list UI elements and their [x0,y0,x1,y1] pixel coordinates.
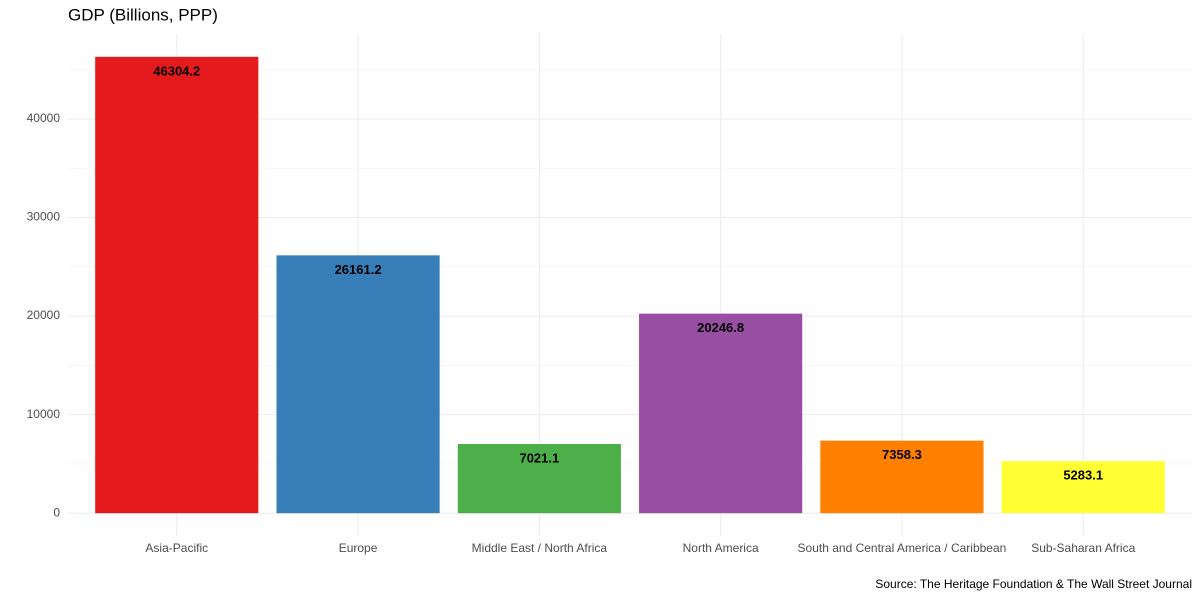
y-tick-label: 20000 [27,308,61,322]
bar [457,443,621,514]
caption: Source: The Heritage Foundation & The Wa… [875,577,1192,591]
x-tick-label: North America [683,541,759,555]
data-label: 26161.2 [335,262,382,277]
data-label: 7021.1 [519,450,559,465]
x-tick-label: Sub-Saharan Africa [1031,541,1135,555]
data-label: 20246.8 [697,320,744,335]
data-label: 5283.1 [1063,468,1103,483]
bar [95,56,259,514]
chart-title: GDP (Billions, PPP) [68,5,218,24]
y-tick-label: 40000 [27,111,61,125]
bar [276,255,440,514]
y-tick-label: 0 [53,505,60,519]
x-tick-label: Europe [339,541,378,555]
bar [820,440,984,514]
data-label: 46304.2 [153,63,200,78]
x-tick-label: Middle East / North Africa [472,541,608,555]
bar [639,313,803,514]
y-tick-label: 30000 [27,210,61,224]
y-tick-label: 10000 [27,407,61,421]
x-tick-label: Asia-Pacific [145,541,208,555]
data-label: 7358.3 [882,447,922,462]
x-tick-label: South and Central America / Caribbean [798,541,1007,555]
bar [1001,461,1165,514]
